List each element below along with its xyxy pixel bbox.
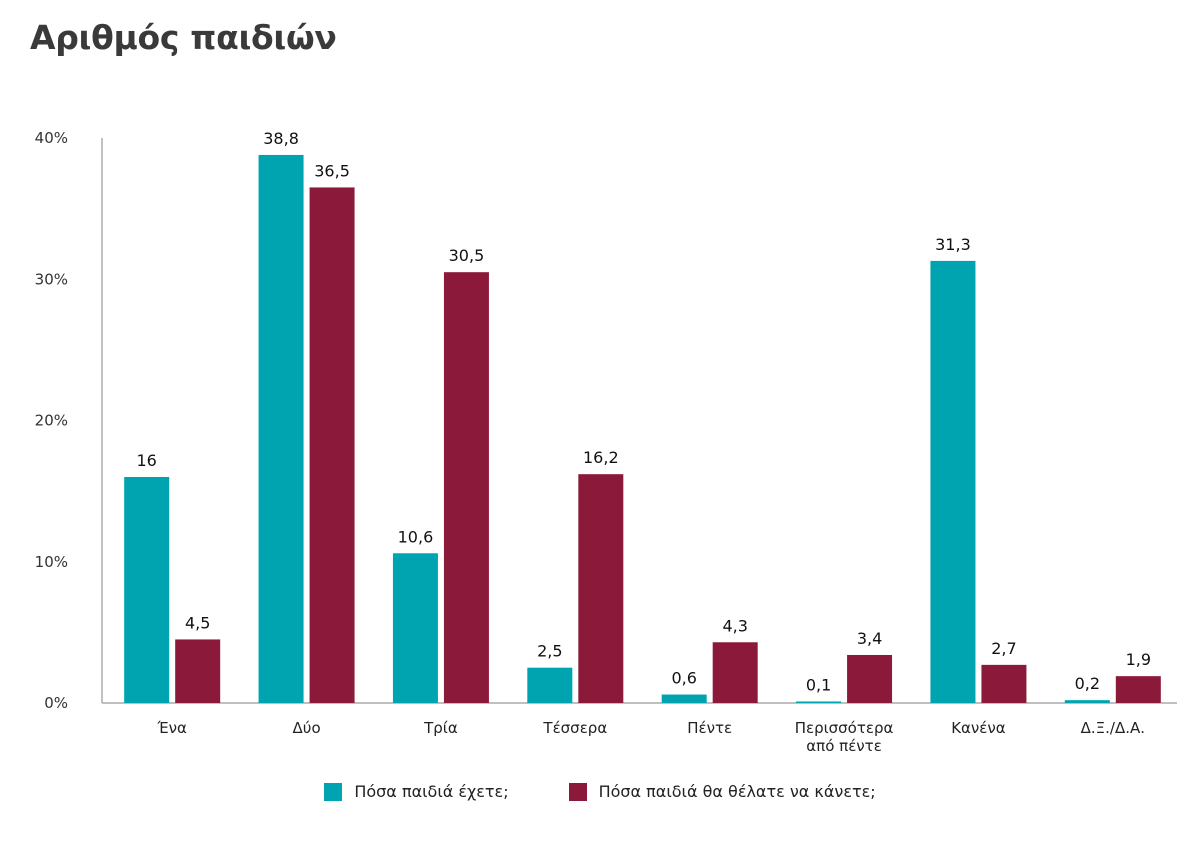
- data-label-series-2: 16,2: [583, 448, 619, 467]
- data-label-series-1: 0,2: [1075, 674, 1100, 693]
- bar-series-2: [578, 474, 624, 703]
- data-label-series-2: 36,5: [314, 161, 350, 180]
- legend-label-series-2: Πόσα παιδιά θα θέλατε να κάνετε;: [598, 782, 876, 801]
- x-tick-label: Δύο: [293, 719, 321, 737]
- bar-series-1: [930, 260, 976, 703]
- data-label-series-1: 31,3: [935, 235, 971, 254]
- data-label-series-1: 0,6: [671, 669, 696, 688]
- y-tick-label: 0%: [44, 694, 68, 712]
- bar-series-2: [309, 187, 355, 703]
- x-tick-label: Κανένα: [951, 719, 1006, 737]
- legend-label-series-1: Πόσα παιδιά έχετε;: [354, 782, 509, 801]
- x-tick-label: Τέσσερα: [542, 719, 607, 737]
- bar-series-2: [443, 272, 489, 703]
- x-tick-label: Πέντε: [687, 719, 732, 737]
- x-tick-label: από πέντε: [806, 737, 882, 755]
- data-label-series-2: 1,9: [1126, 650, 1151, 669]
- bar-series-1: [796, 701, 842, 703]
- legend-item-series-1: Πόσα παιδιά έχετε;: [324, 782, 509, 801]
- y-tick-label: 20%: [35, 412, 68, 430]
- bar-series-2: [847, 654, 893, 703]
- bar-series-1: [124, 477, 170, 703]
- bar-series-2: [712, 642, 758, 703]
- y-tick-label: 30%: [35, 270, 68, 288]
- bar-series-2: [981, 664, 1027, 703]
- bar-series-2: [1115, 676, 1161, 703]
- bar-series-2: [175, 639, 221, 703]
- data-label-series-1: 10,6: [398, 527, 434, 546]
- bar-series-1: [1064, 700, 1110, 703]
- bar-series-1: [527, 667, 573, 703]
- data-label-series-1: 2,5: [537, 642, 562, 661]
- bar-chart: 0% 10% 20% 30% 40% 16 4,5 Ένα 38,8 36,5 Δύο 10,6 30,…: [35, 129, 1177, 755]
- data-label-series-2: 4,3: [722, 616, 747, 635]
- data-label-series-2: 30,5: [449, 246, 485, 265]
- bar-series-1: [392, 553, 438, 703]
- x-tick-label: Ένα: [156, 719, 187, 737]
- x-tick-label: Τρία: [423, 719, 458, 737]
- legend-item-series-2: Πόσα παιδιά θα θέλατε να κάνετε;: [568, 782, 876, 801]
- bar-series-1: [258, 154, 304, 703]
- legend-swatch-series-2: [568, 782, 587, 801]
- data-label-series-1: 16: [137, 451, 157, 470]
- chart-title: Αριθμός παιδιών: [30, 18, 337, 57]
- data-label-series-2: 3,4: [857, 629, 882, 648]
- data-label-series-2: 4,5: [185, 613, 210, 632]
- legend: Πόσα παιδιά έχετε; Πόσα παιδιά θα θέλατε…: [0, 782, 1200, 801]
- data-label-series-1: 38,8: [263, 129, 299, 148]
- y-tick-label: 40%: [35, 129, 68, 147]
- x-tick-label: Δ.Ξ./Δ.Α.: [1081, 719, 1145, 737]
- y-tick-label: 10%: [35, 553, 68, 571]
- data-label-series-2: 2,7: [991, 639, 1016, 658]
- data-label-series-1: 0,1: [806, 676, 831, 695]
- x-tick-label: Περισσότερα: [795, 719, 894, 737]
- bar-series-1: [661, 694, 707, 703]
- legend-swatch-series-1: [324, 782, 343, 801]
